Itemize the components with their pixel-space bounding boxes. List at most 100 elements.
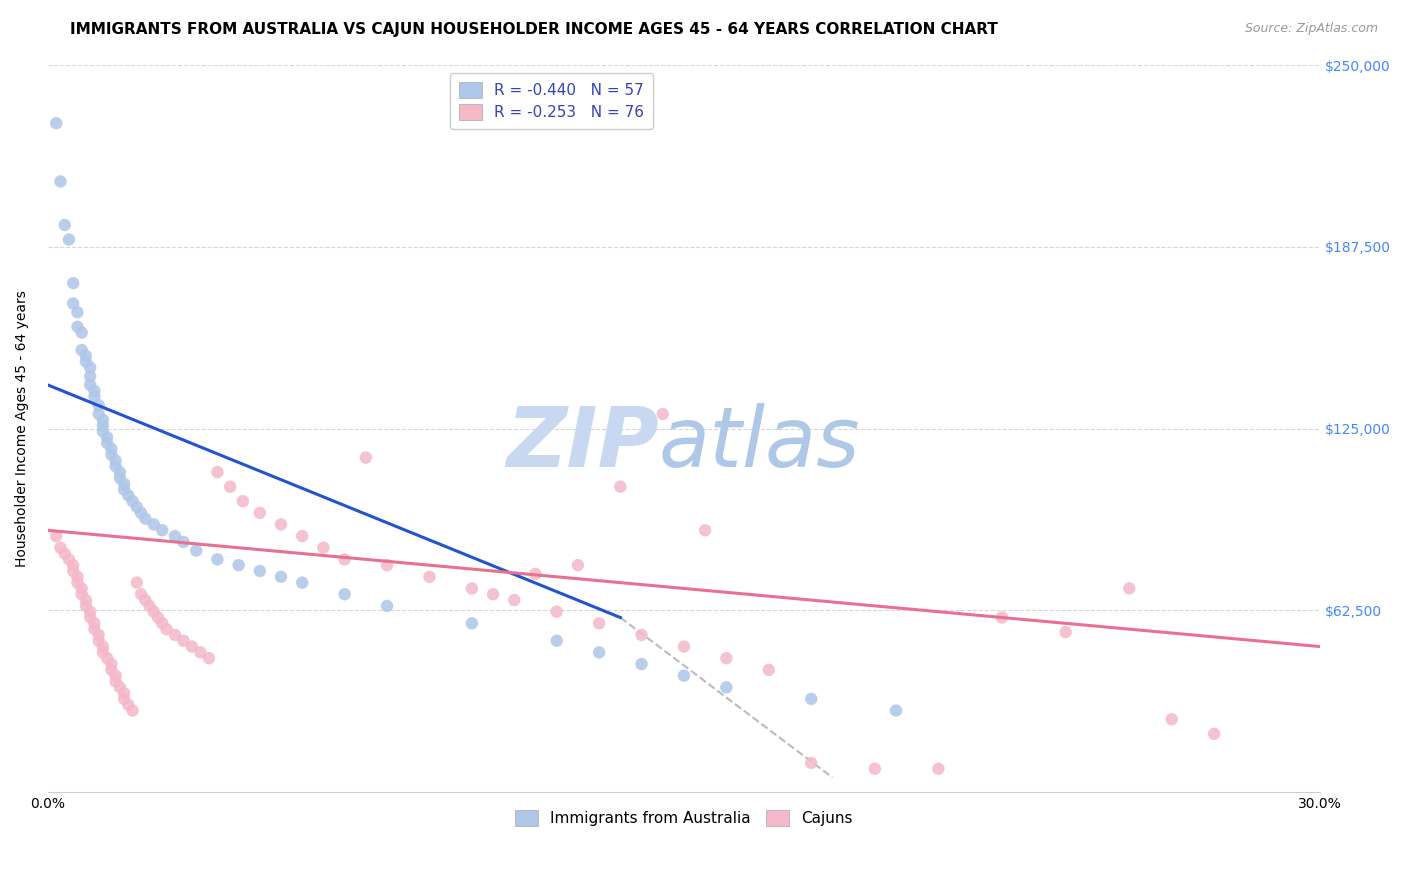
Point bbox=[125, 500, 148, 514]
Point bbox=[100, 663, 122, 677]
Point bbox=[758, 663, 780, 677]
Point bbox=[312, 541, 335, 555]
Point bbox=[588, 645, 610, 659]
Point bbox=[108, 465, 131, 479]
Point bbox=[75, 349, 97, 363]
Point bbox=[1118, 582, 1140, 596]
Point bbox=[62, 276, 84, 290]
Point bbox=[134, 593, 156, 607]
Point bbox=[163, 628, 186, 642]
Point bbox=[142, 605, 165, 619]
Point bbox=[630, 628, 652, 642]
Point bbox=[125, 575, 148, 590]
Point bbox=[121, 494, 143, 508]
Text: Source: ZipAtlas.com: Source: ZipAtlas.com bbox=[1244, 22, 1378, 36]
Point bbox=[155, 622, 177, 636]
Point bbox=[1204, 727, 1226, 741]
Point bbox=[172, 535, 194, 549]
Point bbox=[96, 436, 118, 450]
Point bbox=[112, 483, 135, 497]
Point bbox=[333, 552, 356, 566]
Point bbox=[58, 233, 80, 247]
Point bbox=[228, 558, 250, 573]
Point bbox=[503, 593, 526, 607]
Point bbox=[121, 704, 143, 718]
Point bbox=[91, 418, 114, 433]
Point bbox=[100, 657, 122, 671]
Point bbox=[138, 599, 160, 613]
Point bbox=[588, 616, 610, 631]
Point bbox=[100, 442, 122, 456]
Point bbox=[83, 390, 105, 404]
Point bbox=[134, 511, 156, 525]
Point bbox=[79, 378, 101, 392]
Point bbox=[75, 593, 97, 607]
Point bbox=[418, 570, 440, 584]
Point bbox=[96, 651, 118, 665]
Text: atlas: atlas bbox=[658, 402, 860, 483]
Point bbox=[117, 488, 139, 502]
Point bbox=[270, 570, 292, 584]
Point bbox=[991, 610, 1014, 624]
Point bbox=[58, 552, 80, 566]
Point bbox=[1054, 625, 1077, 640]
Point bbox=[181, 640, 204, 654]
Point bbox=[83, 622, 105, 636]
Point bbox=[45, 529, 67, 543]
Point bbox=[87, 628, 110, 642]
Point bbox=[219, 480, 242, 494]
Point bbox=[172, 633, 194, 648]
Point bbox=[87, 398, 110, 412]
Point bbox=[62, 296, 84, 310]
Point bbox=[291, 529, 314, 543]
Point bbox=[70, 582, 93, 596]
Point bbox=[207, 552, 229, 566]
Point bbox=[716, 651, 738, 665]
Point bbox=[91, 413, 114, 427]
Point bbox=[53, 547, 76, 561]
Point bbox=[333, 587, 356, 601]
Point bbox=[716, 681, 738, 695]
Point bbox=[207, 465, 229, 479]
Point bbox=[884, 704, 907, 718]
Point bbox=[461, 616, 484, 631]
Point bbox=[146, 610, 169, 624]
Point bbox=[112, 692, 135, 706]
Point bbox=[163, 529, 186, 543]
Point bbox=[150, 616, 173, 631]
Point bbox=[53, 218, 76, 232]
Point bbox=[79, 610, 101, 624]
Point bbox=[75, 599, 97, 613]
Point bbox=[567, 558, 589, 573]
Point bbox=[70, 343, 93, 357]
Point bbox=[70, 587, 93, 601]
Legend: Immigrants from Australia, Cajuns: Immigrants from Australia, Cajuns bbox=[506, 801, 862, 835]
Point bbox=[104, 459, 127, 474]
Point bbox=[79, 369, 101, 384]
Point bbox=[83, 616, 105, 631]
Point bbox=[630, 657, 652, 671]
Point bbox=[863, 762, 886, 776]
Point bbox=[104, 674, 127, 689]
Point bbox=[49, 174, 72, 188]
Point bbox=[291, 575, 314, 590]
Point bbox=[49, 541, 72, 555]
Point bbox=[112, 686, 135, 700]
Point bbox=[375, 599, 398, 613]
Point bbox=[524, 566, 547, 581]
Point bbox=[87, 407, 110, 421]
Point bbox=[546, 605, 568, 619]
Text: IMMIGRANTS FROM AUSTRALIA VS CAJUN HOUSEHOLDER INCOME AGES 45 - 64 YEARS CORRELA: IMMIGRANTS FROM AUSTRALIA VS CAJUN HOUSE… bbox=[70, 22, 998, 37]
Point bbox=[695, 523, 717, 537]
Point bbox=[609, 480, 631, 494]
Point bbox=[70, 326, 93, 340]
Point bbox=[62, 558, 84, 573]
Point bbox=[270, 517, 292, 532]
Point bbox=[672, 668, 695, 682]
Point bbox=[66, 305, 89, 319]
Point bbox=[75, 354, 97, 368]
Point bbox=[79, 360, 101, 375]
Point bbox=[482, 587, 505, 601]
Point bbox=[45, 116, 67, 130]
Point bbox=[129, 587, 152, 601]
